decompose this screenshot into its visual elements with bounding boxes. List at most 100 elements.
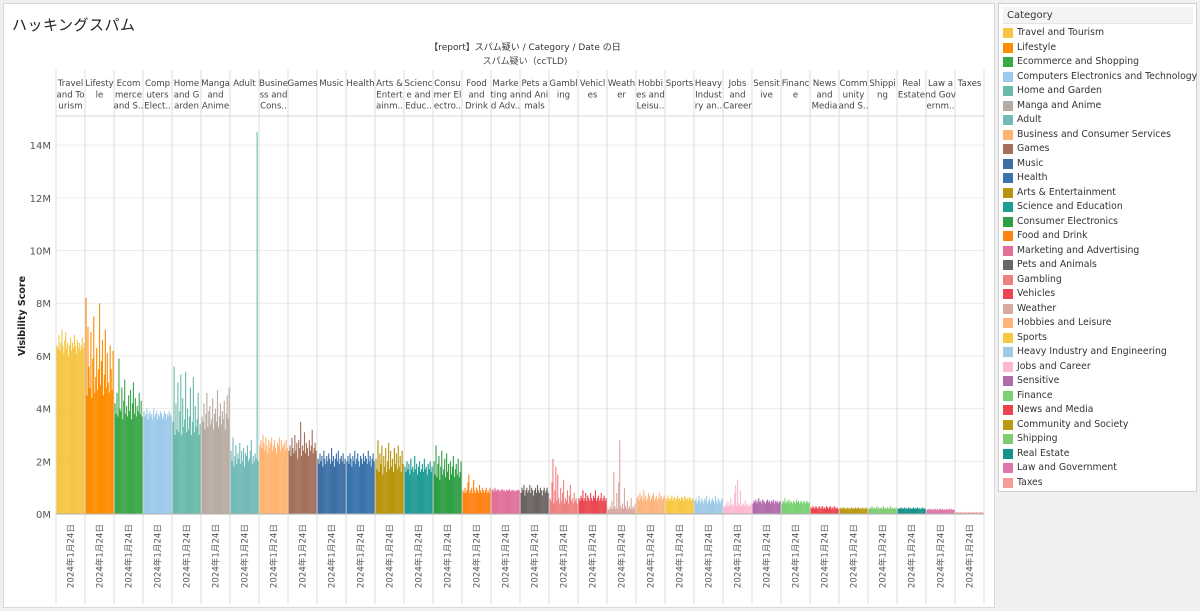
bar[interactable] <box>909 508 911 514</box>
bar[interactable] <box>477 492 480 514</box>
bar[interactable] <box>361 463 364 514</box>
bar[interactable] <box>397 445 399 515</box>
bar[interactable] <box>164 413 166 514</box>
bar[interactable] <box>550 500 552 514</box>
bar[interactable] <box>718 500 720 514</box>
bar[interactable] <box>753 500 755 514</box>
bar[interactable] <box>418 466 420 514</box>
legend-item[interactable]: Health <box>1003 171 1195 186</box>
bar[interactable] <box>128 395 130 514</box>
bar[interactable] <box>285 440 287 514</box>
bar[interactable] <box>91 398 93 514</box>
bar[interactable] <box>134 398 136 514</box>
bar[interactable] <box>905 508 907 514</box>
bar[interactable] <box>323 450 325 514</box>
bar[interactable] <box>613 471 615 514</box>
bar[interactable] <box>412 466 414 514</box>
bar[interactable] <box>732 503 734 515</box>
bar[interactable] <box>768 500 771 514</box>
bar[interactable] <box>808 502 810 514</box>
bar[interactable] <box>533 495 535 514</box>
bar[interactable] <box>711 498 713 514</box>
bar[interactable] <box>815 506 817 514</box>
bar[interactable] <box>273 445 275 515</box>
bar[interactable] <box>280 440 282 514</box>
bar[interactable] <box>188 416 191 515</box>
bar[interactable] <box>639 492 641 514</box>
bar[interactable] <box>80 345 82 514</box>
bar[interactable] <box>202 421 204 514</box>
legend-item[interactable]: Games <box>1003 142 1195 157</box>
bar[interactable] <box>445 477 447 514</box>
bar[interactable] <box>471 487 473 514</box>
bar[interactable] <box>827 508 829 514</box>
bar[interactable] <box>251 463 253 514</box>
bar[interactable] <box>847 507 849 514</box>
bar[interactable] <box>356 458 358 514</box>
bar[interactable] <box>123 400 125 514</box>
bar[interactable] <box>625 508 627 514</box>
bar[interactable] <box>392 471 394 514</box>
bar[interactable] <box>198 435 200 514</box>
bar[interactable] <box>939 509 941 514</box>
bar[interactable] <box>736 506 738 514</box>
bar[interactable] <box>552 458 554 514</box>
bar[interactable] <box>483 492 485 514</box>
bar[interactable] <box>465 492 467 514</box>
bar[interactable] <box>498 490 500 514</box>
bar[interactable] <box>228 387 230 515</box>
bar[interactable] <box>620 506 622 514</box>
bar[interactable] <box>949 510 951 514</box>
bar[interactable] <box>469 492 471 514</box>
bar[interactable] <box>462 490 464 514</box>
bar[interactable] <box>308 440 310 514</box>
legend-item[interactable]: Science and Education <box>1003 200 1195 215</box>
bar[interactable] <box>781 503 783 515</box>
bar[interactable] <box>605 498 607 514</box>
bar[interactable] <box>980 512 982 514</box>
bar[interactable] <box>334 458 336 514</box>
bar[interactable] <box>503 490 505 514</box>
bar[interactable] <box>853 508 855 514</box>
bar[interactable] <box>796 502 799 514</box>
bar[interactable] <box>521 487 523 514</box>
bar[interactable] <box>626 500 628 514</box>
bar[interactable] <box>470 490 472 514</box>
bar[interactable] <box>467 482 469 514</box>
bar[interactable] <box>385 448 387 514</box>
bar[interactable] <box>131 403 133 514</box>
bar[interactable] <box>271 437 273 514</box>
bar[interactable] <box>948 508 950 514</box>
bar[interactable] <box>581 498 583 514</box>
bar[interactable] <box>252 456 254 514</box>
bar[interactable] <box>584 498 586 514</box>
bar[interactable] <box>947 509 949 514</box>
legend-item[interactable]: News and Media <box>1003 403 1195 418</box>
bar[interactable] <box>107 382 109 514</box>
bar[interactable] <box>908 507 910 514</box>
bar[interactable] <box>375 458 377 514</box>
bar[interactable] <box>101 340 104 514</box>
bar[interactable] <box>850 508 852 514</box>
bar[interactable] <box>448 479 451 514</box>
bar[interactable] <box>109 345 111 514</box>
bar[interactable] <box>329 458 331 514</box>
bar[interactable] <box>682 500 684 514</box>
bar[interactable] <box>538 492 540 514</box>
bar[interactable] <box>877 508 879 514</box>
bar[interactable] <box>845 508 847 514</box>
bar[interactable] <box>936 510 938 514</box>
bar[interactable] <box>830 508 832 514</box>
bar[interactable] <box>572 503 574 515</box>
bar[interactable] <box>570 500 572 514</box>
bar[interactable] <box>63 353 65 514</box>
bar[interactable] <box>363 461 365 514</box>
bar[interactable] <box>253 461 255 514</box>
bar[interactable] <box>857 507 859 514</box>
bar[interactable] <box>371 458 373 514</box>
bar[interactable] <box>58 334 60 514</box>
bar[interactable] <box>961 512 963 514</box>
bar[interactable] <box>889 506 891 514</box>
bar[interactable] <box>567 503 569 515</box>
bar[interactable] <box>564 498 567 514</box>
